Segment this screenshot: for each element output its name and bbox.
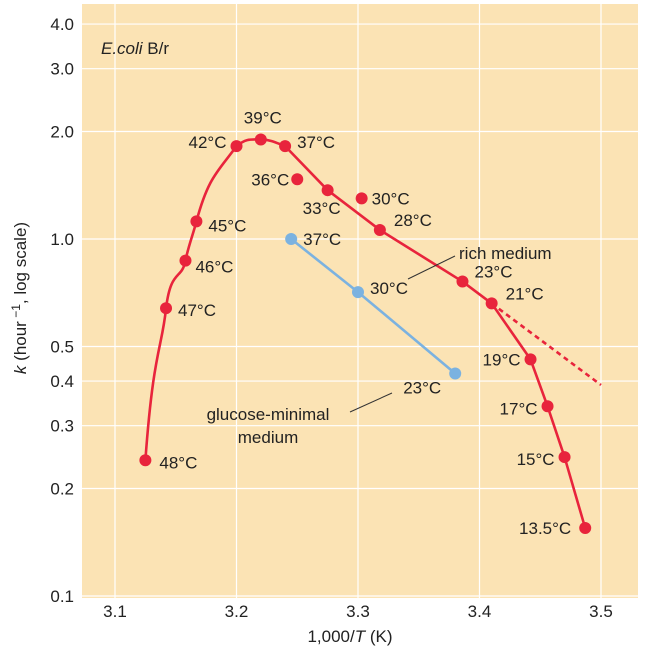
rich-data-point [558, 451, 571, 464]
gridlines [82, 4, 638, 598]
rich-data-point [373, 223, 386, 236]
y-tick-label: 0.2 [50, 480, 74, 499]
rich-point-label: 28°C [394, 211, 432, 230]
rich-point-label: 42°C [189, 133, 227, 152]
rich-data-point [524, 353, 537, 366]
y-tick-label: 4.0 [50, 15, 74, 34]
y-tick-label: 2.0 [50, 123, 74, 142]
y-tick-label: 0.3 [50, 417, 74, 436]
rich-point-label: 19°C [483, 350, 521, 369]
rich-medium-name: rich medium [459, 244, 552, 263]
y-tick-label: 0.4 [50, 372, 74, 391]
annotation-strain: E.coli B/r [101, 39, 169, 58]
rich-point-label: 15°C [517, 450, 555, 469]
rich-point-label: 36°C [251, 170, 289, 189]
rich-data-point [179, 254, 192, 267]
x-axis-label: 1,000/T (K) [307, 627, 392, 646]
rich-data-point [355, 192, 368, 205]
tick-labels: 3.1 3.2 3.3 3.4 3.5 0.1 0.2 0.3 0.4 0.5 1.0 2.0 3.0 4… [50, 15, 612, 621]
plot-area [82, 4, 638, 598]
rich-medium-curve [144, 138, 602, 529]
rich-data-point [579, 522, 592, 535]
rich-data-point [160, 302, 173, 315]
rich-data-point [321, 184, 334, 197]
minimal-data-point [449, 367, 462, 380]
rich-data-point [541, 400, 554, 413]
y-tick-label: 1.0 [50, 230, 74, 249]
minimal-point-label: 30°C [370, 279, 408, 298]
x-tick-label: 3.4 [468, 602, 492, 621]
rich-point-label: 17°C [500, 399, 538, 418]
rich-data-point [456, 275, 469, 288]
minimal-data-point [285, 233, 298, 245]
x-tick-label: 3.2 [225, 602, 249, 621]
data-points [139, 133, 592, 535]
minimal-point-label: 37°C [303, 230, 341, 249]
rich-data-point [485, 297, 498, 310]
rich-point-label: 21°C [506, 284, 544, 303]
rich-data-point [230, 140, 243, 153]
x-tick-label: 3.3 [346, 602, 370, 621]
rich-point-label: 48°C [159, 453, 197, 472]
rich-extrapolation-line [490, 302, 602, 387]
minimal-data-point [352, 286, 364, 299]
point-labels: 48°C 47°C 46°C 45°C 42°C 39°C 37°C 36°C 33°C 30°C… [159, 108, 571, 538]
minimal-callout-leader [349, 392, 393, 413]
rich-point-label: 47°C [178, 301, 216, 320]
rich-point-label: 39°C [244, 108, 282, 127]
rich-point-label: 45°C [208, 216, 246, 235]
y-tick-label: 3.0 [50, 60, 74, 79]
rich-point-label: 37°C [297, 133, 335, 152]
y-tick-label: 0.1 [50, 587, 74, 606]
rich-medium-line [144, 138, 587, 529]
series-callouts: rich medium glucose-minimal medium [207, 244, 552, 447]
x-tick-label: 3.1 [103, 602, 127, 621]
y-tick-label: 0.5 [50, 337, 74, 356]
rich-point-label: 33°C [303, 199, 341, 218]
minimal-point-label: 23°C [403, 379, 441, 398]
rich-data-point [279, 140, 292, 153]
x-tick-label: 3.5 [589, 602, 613, 621]
minimal-name-line1: glucose-minimal [207, 405, 330, 424]
rich-data-point [254, 133, 267, 146]
rich-point-label: 23°C [474, 263, 512, 282]
rich-point-label: 30°C [372, 189, 410, 208]
rich-data-point [139, 454, 152, 467]
rich-point-label: 13.5°C [519, 519, 571, 538]
rich-callout-leader [407, 255, 456, 280]
rich-point-label: 46°C [195, 258, 233, 277]
minimal-name-line2: medium [238, 428, 298, 447]
rich-data-point [291, 173, 304, 186]
y-axis-label: k (hour −1, log scale) [9, 222, 30, 374]
rich-data-point [190, 215, 203, 228]
